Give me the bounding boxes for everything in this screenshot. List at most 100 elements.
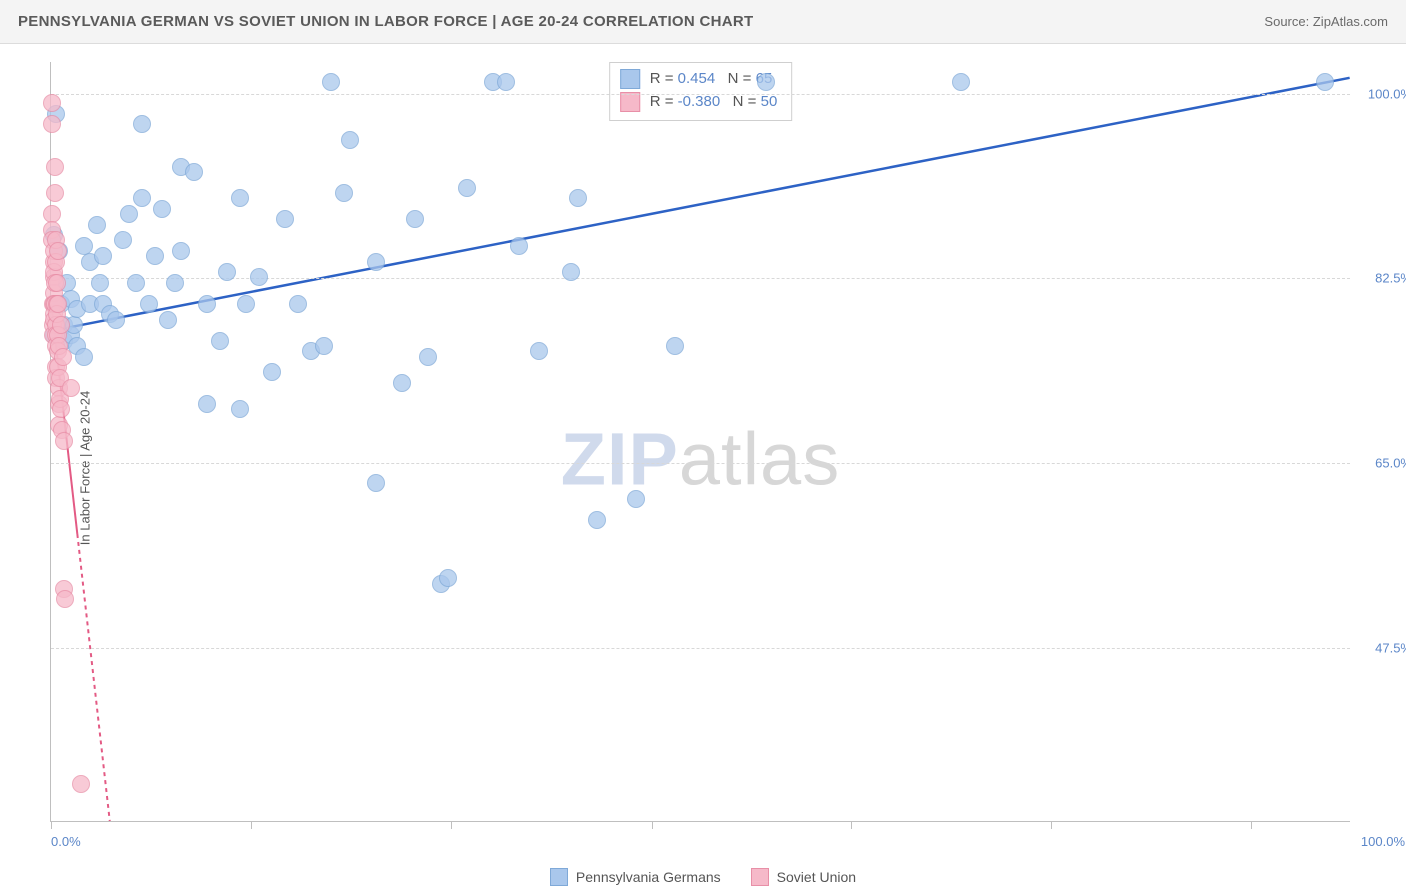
scatter-point-pennsylvania-germans [627, 490, 645, 508]
x-tick [451, 821, 452, 829]
scatter-point-pennsylvania-germans [133, 189, 151, 207]
stats-row-pennsylvania-germans: R = 0.454 N = 65 [620, 67, 778, 90]
scatter-point-soviet-union [56, 590, 74, 608]
scatter-point-pennsylvania-germans [569, 189, 587, 207]
legend-label: Pennsylvania Germans [576, 869, 721, 885]
scatter-point-pennsylvania-germans [458, 179, 476, 197]
scatter-point-pennsylvania-germans [153, 200, 171, 218]
scatter-point-pennsylvania-germans [159, 311, 177, 329]
gridline-h [51, 463, 1350, 464]
scatter-point-soviet-union [55, 432, 73, 450]
y-tick-label: 82.5% [1375, 271, 1406, 286]
legend-item-pennsylvania-germans: Pennsylvania Germans [550, 868, 721, 886]
scatter-point-soviet-union [46, 158, 64, 176]
legend-swatch [550, 868, 568, 886]
regression-lines-layer [51, 62, 1350, 821]
scatter-point-soviet-union [49, 242, 67, 260]
scatter-point-pennsylvania-germans [393, 374, 411, 392]
plot-region: ZIPatlas R = 0.454 N = 65R = -0.380 N = … [50, 62, 1350, 822]
scatter-point-pennsylvania-germans [198, 395, 216, 413]
scatter-point-pennsylvania-germans [289, 295, 307, 313]
scatter-point-pennsylvania-germans [952, 73, 970, 91]
scatter-point-soviet-union [62, 379, 80, 397]
scatter-point-pennsylvania-germans [211, 332, 229, 350]
source-value: ZipAtlas.com [1313, 14, 1388, 29]
scatter-point-pennsylvania-germans [497, 73, 515, 91]
scatter-point-pennsylvania-germans [185, 163, 203, 181]
watermark-zip: ZIP [561, 417, 679, 500]
scatter-point-pennsylvania-germans [218, 263, 236, 281]
scatter-point-soviet-union [43, 115, 61, 133]
x-tick [1251, 821, 1252, 829]
scatter-point-pennsylvania-germans [263, 363, 281, 381]
scatter-point-pennsylvania-germans [133, 115, 151, 133]
scatter-point-soviet-union [49, 295, 67, 313]
scatter-point-pennsylvania-germans [75, 348, 93, 366]
x-tick-label-right: 100.0% [1361, 834, 1405, 849]
scatter-point-pennsylvania-germans [588, 511, 606, 529]
scatter-point-pennsylvania-germans [341, 131, 359, 149]
scatter-point-pennsylvania-germans [406, 210, 424, 228]
scatter-point-pennsylvania-germans [231, 400, 249, 418]
scatter-point-pennsylvania-germans [94, 247, 112, 265]
scatter-point-soviet-union [72, 775, 90, 793]
scatter-point-pennsylvania-germans [88, 216, 106, 234]
scatter-point-soviet-union [52, 400, 70, 418]
scatter-point-pennsylvania-germans [666, 337, 684, 355]
scatter-point-pennsylvania-germans [367, 474, 385, 492]
scatter-point-pennsylvania-germans [315, 337, 333, 355]
scatter-point-soviet-union [43, 94, 61, 112]
scatter-point-pennsylvania-germans [322, 73, 340, 91]
gridline-h [51, 94, 1350, 95]
stats-text: R = 0.454 N = 65 [650, 67, 773, 90]
scatter-point-pennsylvania-germans [140, 295, 158, 313]
chart-header: PENNSYLVANIA GERMAN VS SOVIET UNION IN L… [0, 0, 1406, 44]
chart-area: In Labor Force | Age 20-24 ZIPatlas R = … [0, 44, 1406, 892]
scatter-point-pennsylvania-germans [172, 242, 190, 260]
chart-title: PENNSYLVANIA GERMAN VS SOVIET UNION IN L… [18, 13, 753, 30]
scatter-point-pennsylvania-germans [114, 231, 132, 249]
x-tick-label-left: 0.0% [51, 834, 81, 849]
scatter-point-pennsylvania-germans [120, 205, 138, 223]
scatter-point-pennsylvania-germans [146, 247, 164, 265]
chart-source: Source: ZipAtlas.com [1264, 14, 1388, 29]
scatter-point-pennsylvania-germans [127, 274, 145, 292]
gridline-h [51, 648, 1350, 649]
scatter-point-soviet-union [52, 316, 70, 334]
y-tick-label: 100.0% [1368, 86, 1406, 101]
gridline-h [51, 278, 1350, 279]
legend-item-soviet-union: Soviet Union [751, 868, 856, 886]
scatter-point-pennsylvania-germans [1316, 73, 1334, 91]
x-tick [51, 821, 52, 829]
legend-label: Soviet Union [777, 869, 856, 885]
stats-swatch [620, 92, 640, 112]
scatter-point-pennsylvania-germans [276, 210, 294, 228]
y-tick-label: 47.5% [1375, 640, 1406, 655]
scatter-point-pennsylvania-germans [419, 348, 437, 366]
scatter-point-pennsylvania-germans [250, 268, 268, 286]
stats-box: R = 0.454 N = 65R = -0.380 N = 50 [609, 62, 793, 121]
scatter-point-pennsylvania-germans [530, 342, 548, 360]
x-tick [652, 821, 653, 829]
scatter-point-pennsylvania-germans [231, 189, 249, 207]
x-tick [851, 821, 852, 829]
watermark-atlas: atlas [679, 417, 840, 500]
scatter-point-pennsylvania-germans [166, 274, 184, 292]
y-tick-label: 65.0% [1375, 456, 1406, 471]
scatter-point-pennsylvania-germans [107, 311, 125, 329]
legend-swatch [751, 868, 769, 886]
watermark: ZIPatlas [561, 416, 840, 501]
source-label: Source: [1264, 14, 1309, 29]
scatter-point-soviet-union [48, 274, 66, 292]
x-tick [251, 821, 252, 829]
scatter-point-pennsylvania-germans [367, 253, 385, 271]
scatter-point-pennsylvania-germans [439, 569, 457, 587]
scatter-point-pennsylvania-germans [237, 295, 255, 313]
x-tick [1051, 821, 1052, 829]
stats-swatch [620, 69, 640, 89]
scatter-point-soviet-union [46, 184, 64, 202]
scatter-point-pennsylvania-germans [91, 274, 109, 292]
scatter-point-pennsylvania-germans [757, 73, 775, 91]
legend-bottom: Pennsylvania Germans Soviet Union [0, 868, 1406, 886]
scatter-point-pennsylvania-germans [198, 295, 216, 313]
